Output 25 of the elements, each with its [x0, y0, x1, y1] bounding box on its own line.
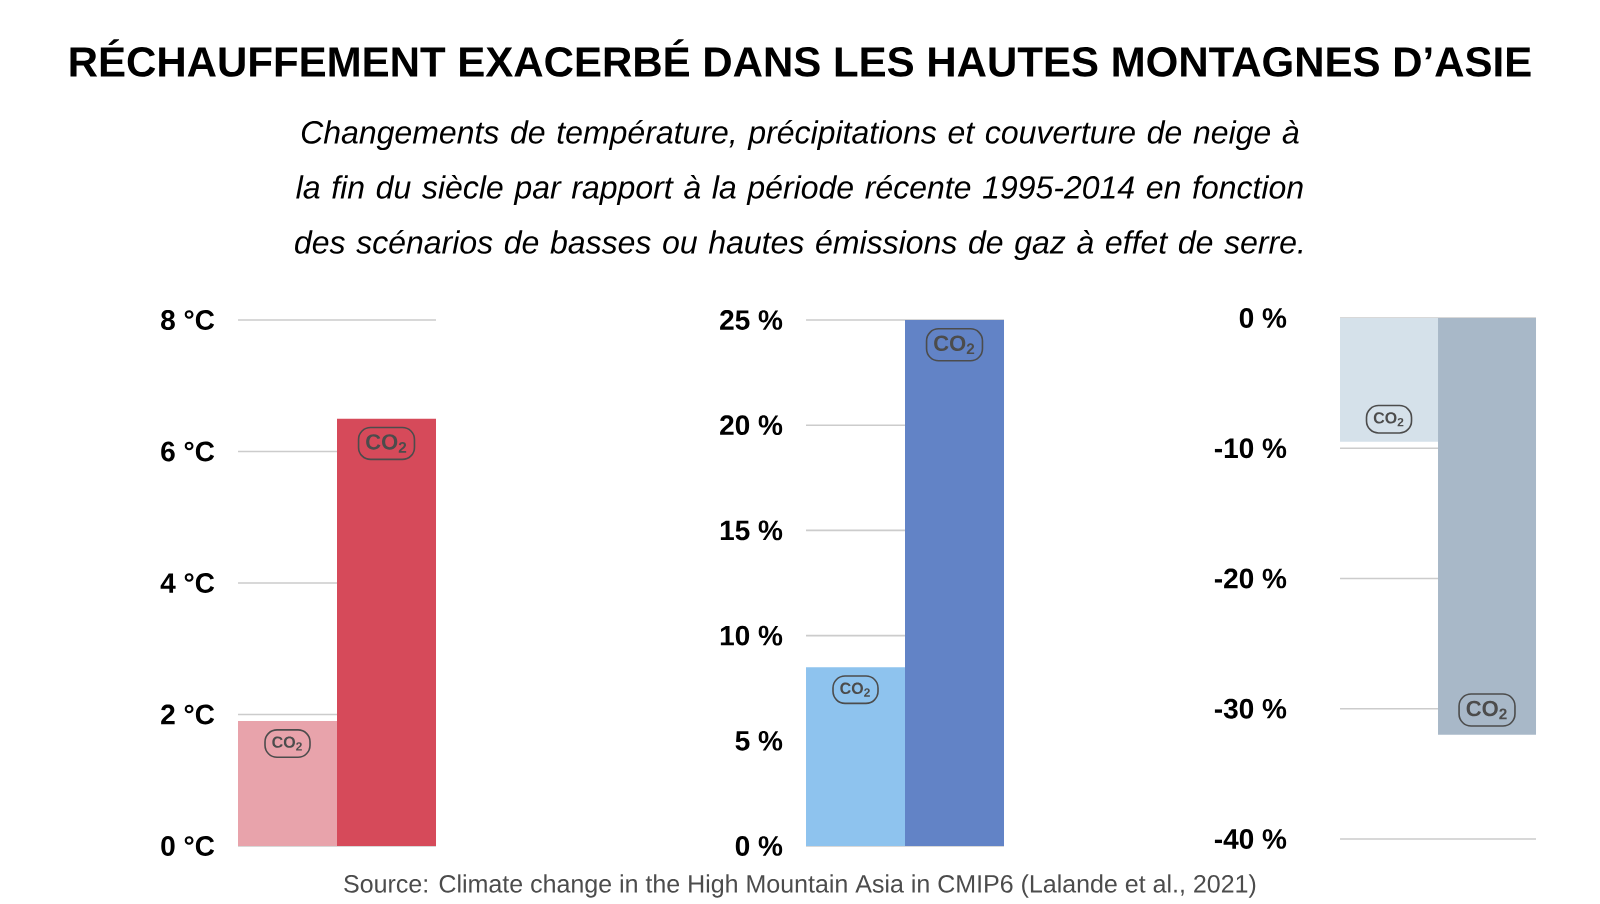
y-tick-label: -30 % [1214, 698, 1287, 719]
source-note: Source: Climate change in the High Mountain Asia in CMIP6 (Lalande et al., 2021) [344, 874, 1256, 898]
annotation: CO$_{2}$ [840, 682, 870, 697]
y-tick-label: 5 % [735, 730, 783, 751]
y-tick-label: -10 % [1214, 438, 1287, 459]
y-tick-label: 8 °C [161, 309, 215, 330]
y-tick-label: -20 % [1214, 568, 1287, 589]
annotation: CO$_{2}$ [272, 736, 302, 751]
y-tick-label: 10 % [720, 625, 783, 646]
y-tick-label: 15 % [720, 520, 783, 541]
y-tick-label: 20 % [720, 415, 783, 435]
y-tick-label: -40 % [1214, 828, 1287, 849]
y-tick-label: 6 °C [161, 441, 215, 462]
text: Changements de température, précipitations et couverture de neige à la fin du siècle par rapport à la période récente 1995-2014 en fonction des scénarios de basses ou hautes émissions de gaz à effet de serre. [295, 119, 1303, 260]
y-tick-label: 0 % [735, 835, 783, 856]
annotation: CO$_{2}$ [366, 433, 407, 453]
y-tick-label: 4 °C [160, 572, 215, 593]
text: RÉCHAUFFEMENT EXACERBÉ DANS LES HAUTES MONTAGNES D’ASIE [70, 39, 1531, 77]
annotation: CO$_{2}$ [1373, 412, 1404, 427]
y-tick-label: 0 °C [161, 835, 215, 856]
y-tick-label: 25 % [720, 309, 783, 330]
annotation: CO$_{2}$ [934, 335, 975, 354]
y-tick-label: 2 °C [161, 704, 215, 725]
y-tick-label: 0 % [1239, 307, 1287, 328]
annotation: CO$_{2}$ [1466, 700, 1507, 720]
